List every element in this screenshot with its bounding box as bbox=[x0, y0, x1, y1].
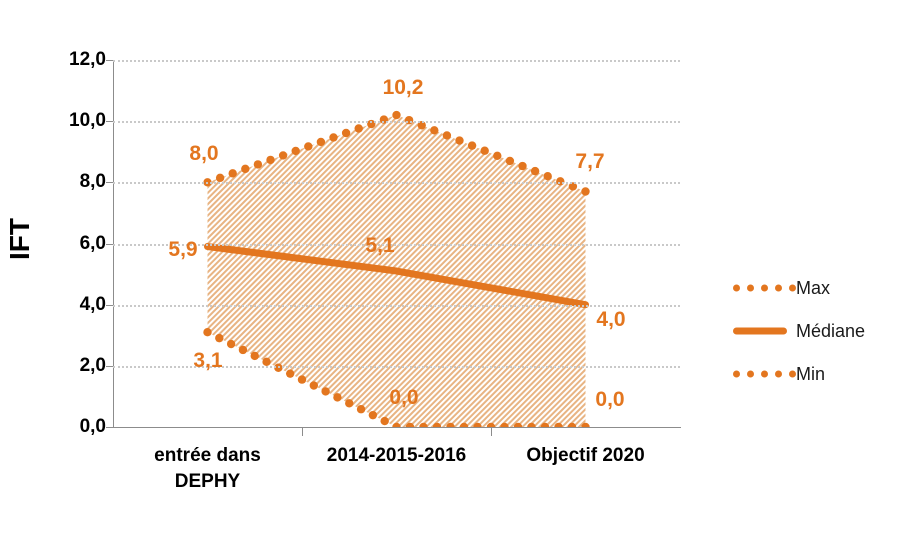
legend-dot-group bbox=[733, 284, 796, 292]
x-axis-category-label-line: 2014-2015-2016 bbox=[326, 445, 467, 466]
plot-area bbox=[113, 60, 680, 427]
legend-item-label: Max bbox=[796, 277, 831, 298]
legend-solid-line bbox=[733, 327, 787, 335]
y-tick-mark bbox=[106, 365, 113, 367]
y-axis-tick-label: 4,0 bbox=[79, 293, 106, 315]
y-axis-tick-label: 10,0 bbox=[69, 110, 106, 132]
legend-dot bbox=[761, 284, 768, 292]
legend-item[interactable]: Min bbox=[731, 361, 825, 387]
y-axis-tick-label: 12,0 bbox=[69, 49, 106, 70]
x-axis-category-label: entrée dans DEPHY bbox=[113, 443, 302, 495]
dotted-line-marker bbox=[731, 363, 796, 385]
x-axis-category-label-line: DEPHY bbox=[174, 471, 241, 492]
x-axis-category-label: 2014-2015-2016 bbox=[302, 443, 491, 469]
gridline bbox=[113, 243, 680, 246]
x-axis-category-label-line: entrée dans bbox=[154, 445, 261, 466]
gridline bbox=[113, 60, 680, 62]
x-axis-category-labels: entrée dans DEPHY 2014-2015-2016 Objectif 2… bbox=[113, 443, 681, 513]
y-axis-tick-label: 8,0 bbox=[79, 171, 106, 193]
y-axis-tick-labels: 12,0 10,0 8,0 6,0 4,0 2,0 0,0 bbox=[34, 0, 106, 541]
legend-item-label: Médiane bbox=[796, 320, 866, 341]
x-axis-line bbox=[113, 427, 681, 428]
data-value-label: 0,0 bbox=[389, 386, 419, 409]
legend-dot bbox=[733, 284, 740, 292]
y-axis-tick-label: 6,0 bbox=[79, 232, 106, 254]
data-value-label: 10,2 bbox=[382, 76, 424, 99]
y-tick-mark bbox=[106, 243, 113, 245]
data-value-label: 4,0 bbox=[596, 308, 626, 331]
y-tick-mark bbox=[106, 304, 113, 306]
solid-line-marker bbox=[731, 320, 789, 342]
series-mediane-line bbox=[204, 243, 589, 309]
legend-item[interactable]: Médiane bbox=[731, 318, 865, 344]
legend-dot-group bbox=[733, 370, 796, 378]
x-axis-category-label-line: Objectif 2020 bbox=[526, 445, 645, 466]
legend-dot bbox=[789, 284, 796, 292]
y-axis-tick-label: 0,0 bbox=[79, 416, 106, 437]
x-tick-mark bbox=[302, 427, 303, 436]
gridline bbox=[113, 182, 680, 185]
legend-dot bbox=[747, 284, 754, 292]
legend-dot bbox=[775, 284, 782, 292]
x-tick-mark bbox=[491, 427, 492, 436]
dotted-line-marker bbox=[731, 277, 796, 299]
legend-item[interactable]: Max bbox=[731, 275, 830, 301]
y-tick-mark bbox=[106, 60, 113, 61]
legend-dot bbox=[775, 370, 782, 378]
y-tick-mark bbox=[106, 121, 113, 123]
legend-dot bbox=[733, 370, 740, 378]
data-value-label: 3,1 bbox=[193, 349, 223, 372]
series-max-line bbox=[203, 110, 590, 196]
data-value-label: 0,0 bbox=[595, 388, 625, 411]
legend-dot bbox=[761, 370, 768, 378]
gridline bbox=[113, 304, 680, 307]
y-axis-tick-label: 2,0 bbox=[79, 354, 106, 376]
series-min-line bbox=[203, 327, 590, 427]
x-axis-category-label: Objectif 2020 bbox=[491, 443, 680, 469]
legend-item-label: Min bbox=[796, 363, 826, 384]
y-tick-mark bbox=[106, 182, 113, 184]
y-tick-mark bbox=[106, 427, 113, 428]
chart-legend: Max Médiane Min bbox=[731, 275, 896, 385]
data-value-label: 5,1 bbox=[365, 234, 395, 257]
gridline bbox=[113, 121, 680, 124]
data-value-label: 7,7 bbox=[575, 150, 605, 173]
legend-dot bbox=[789, 370, 796, 378]
data-value-label: 8,0 bbox=[189, 142, 219, 165]
data-value-label: 5,9 bbox=[168, 238, 198, 261]
legend-dot bbox=[747, 370, 754, 378]
gridline bbox=[113, 365, 680, 368]
series-layer bbox=[203, 110, 590, 427]
